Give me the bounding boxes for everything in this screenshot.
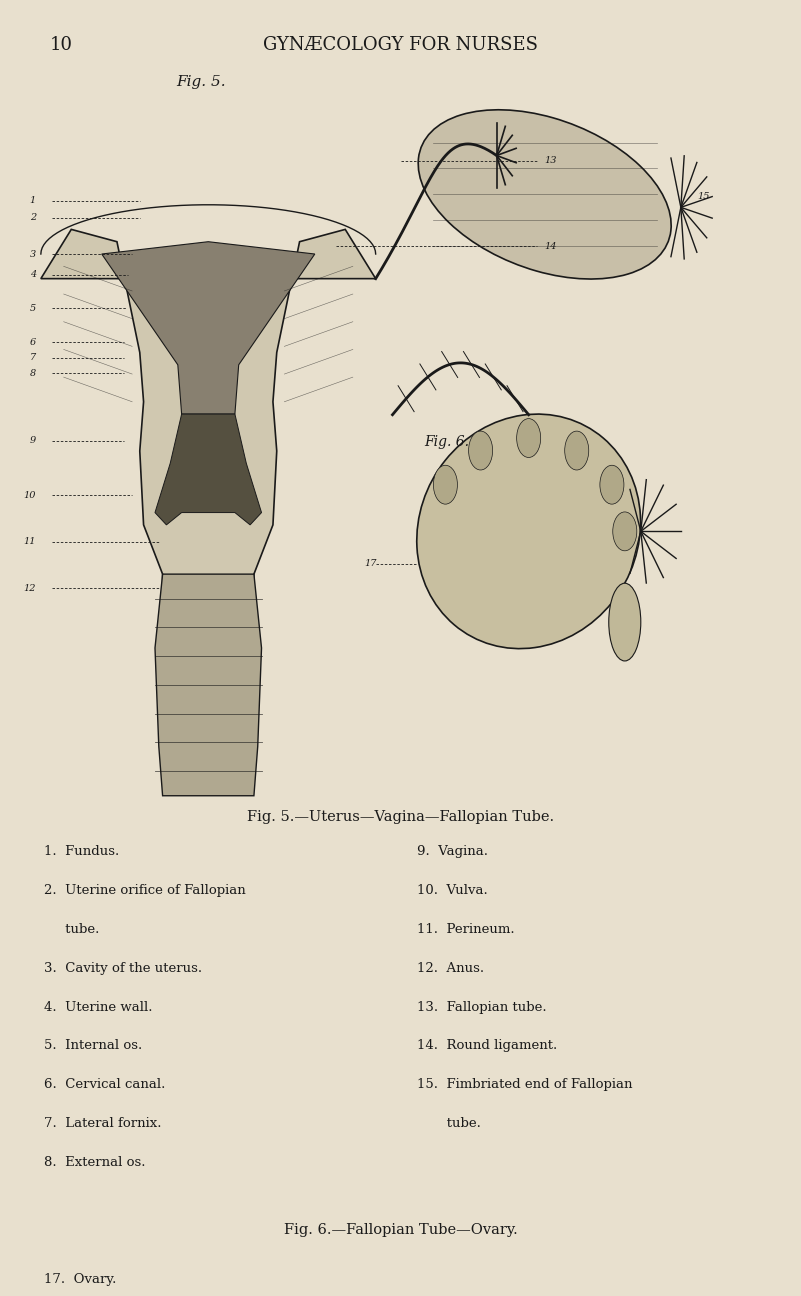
Text: 12: 12 — [23, 584, 36, 592]
Text: 2: 2 — [30, 214, 36, 222]
Text: 13.  Fallopian tube.: 13. Fallopian tube. — [417, 1001, 546, 1013]
Circle shape — [517, 419, 541, 457]
Polygon shape — [41, 229, 376, 599]
Text: 14: 14 — [545, 242, 557, 250]
Text: tube.: tube. — [44, 923, 99, 936]
Text: 6.  Cervical canal.: 6. Cervical canal. — [44, 1078, 166, 1091]
Text: 12.  Anus.: 12. Anus. — [417, 962, 484, 975]
Text: GYNÆCOLOGY FOR NURSES: GYNÆCOLOGY FOR NURSES — [263, 36, 538, 54]
Text: 10: 10 — [50, 36, 73, 54]
Text: 9: 9 — [30, 437, 36, 445]
Text: 10: 10 — [23, 491, 36, 499]
Text: 6: 6 — [30, 338, 36, 346]
Text: 4.  Uterine wall.: 4. Uterine wall. — [44, 1001, 152, 1013]
Polygon shape — [155, 574, 261, 796]
Text: 1: 1 — [30, 197, 36, 205]
Text: 7: 7 — [30, 354, 36, 362]
Text: 8.  External os.: 8. External os. — [44, 1156, 146, 1169]
Text: 3: 3 — [30, 250, 36, 258]
Text: 11: 11 — [23, 538, 36, 546]
Text: 9.  Vagina.: 9. Vagina. — [417, 845, 488, 858]
Text: Fig. 5.: Fig. 5. — [176, 75, 226, 89]
Text: 17.  Ovary.: 17. Ovary. — [44, 1273, 116, 1286]
Text: 14.  Round ligament.: 14. Round ligament. — [417, 1039, 557, 1052]
Text: Fig. 6.—Fallopian Tube—Ovary.: Fig. 6.—Fallopian Tube—Ovary. — [284, 1223, 517, 1238]
Text: Fig. 5.—Uterus—Vagina—Fallopian Tube.: Fig. 5.—Uterus—Vagina—Fallopian Tube. — [247, 810, 554, 824]
Text: 17: 17 — [364, 560, 376, 568]
Circle shape — [600, 465, 624, 504]
Text: tube.: tube. — [417, 1117, 481, 1130]
Text: 5.  Internal os.: 5. Internal os. — [44, 1039, 143, 1052]
Text: 10.  Vulva.: 10. Vulva. — [417, 884, 487, 897]
Ellipse shape — [417, 415, 641, 648]
Text: 2.  Uterine orifice of Fallopian: 2. Uterine orifice of Fallopian — [44, 884, 246, 897]
Text: 4: 4 — [30, 271, 36, 279]
Text: 3.  Cavity of the uterus.: 3. Cavity of the uterus. — [44, 962, 202, 975]
Ellipse shape — [418, 110, 671, 279]
Text: 15.  Fimbriated end of Fallopian: 15. Fimbriated end of Fallopian — [417, 1078, 632, 1091]
Text: 7.  Lateral fornix.: 7. Lateral fornix. — [44, 1117, 162, 1130]
Text: 1.  Fundus.: 1. Fundus. — [44, 845, 119, 858]
Circle shape — [469, 432, 493, 470]
Ellipse shape — [609, 583, 641, 661]
Text: 11.  Perineum.: 11. Perineum. — [417, 923, 514, 936]
Circle shape — [433, 465, 457, 504]
Polygon shape — [155, 415, 261, 525]
Text: 15: 15 — [697, 193, 710, 201]
Circle shape — [565, 432, 589, 470]
Text: 8: 8 — [30, 369, 36, 377]
Circle shape — [613, 512, 637, 551]
Polygon shape — [102, 242, 315, 415]
Text: 5: 5 — [30, 305, 36, 312]
Text: 13: 13 — [545, 157, 557, 165]
Text: Fig. 6.: Fig. 6. — [425, 435, 469, 450]
